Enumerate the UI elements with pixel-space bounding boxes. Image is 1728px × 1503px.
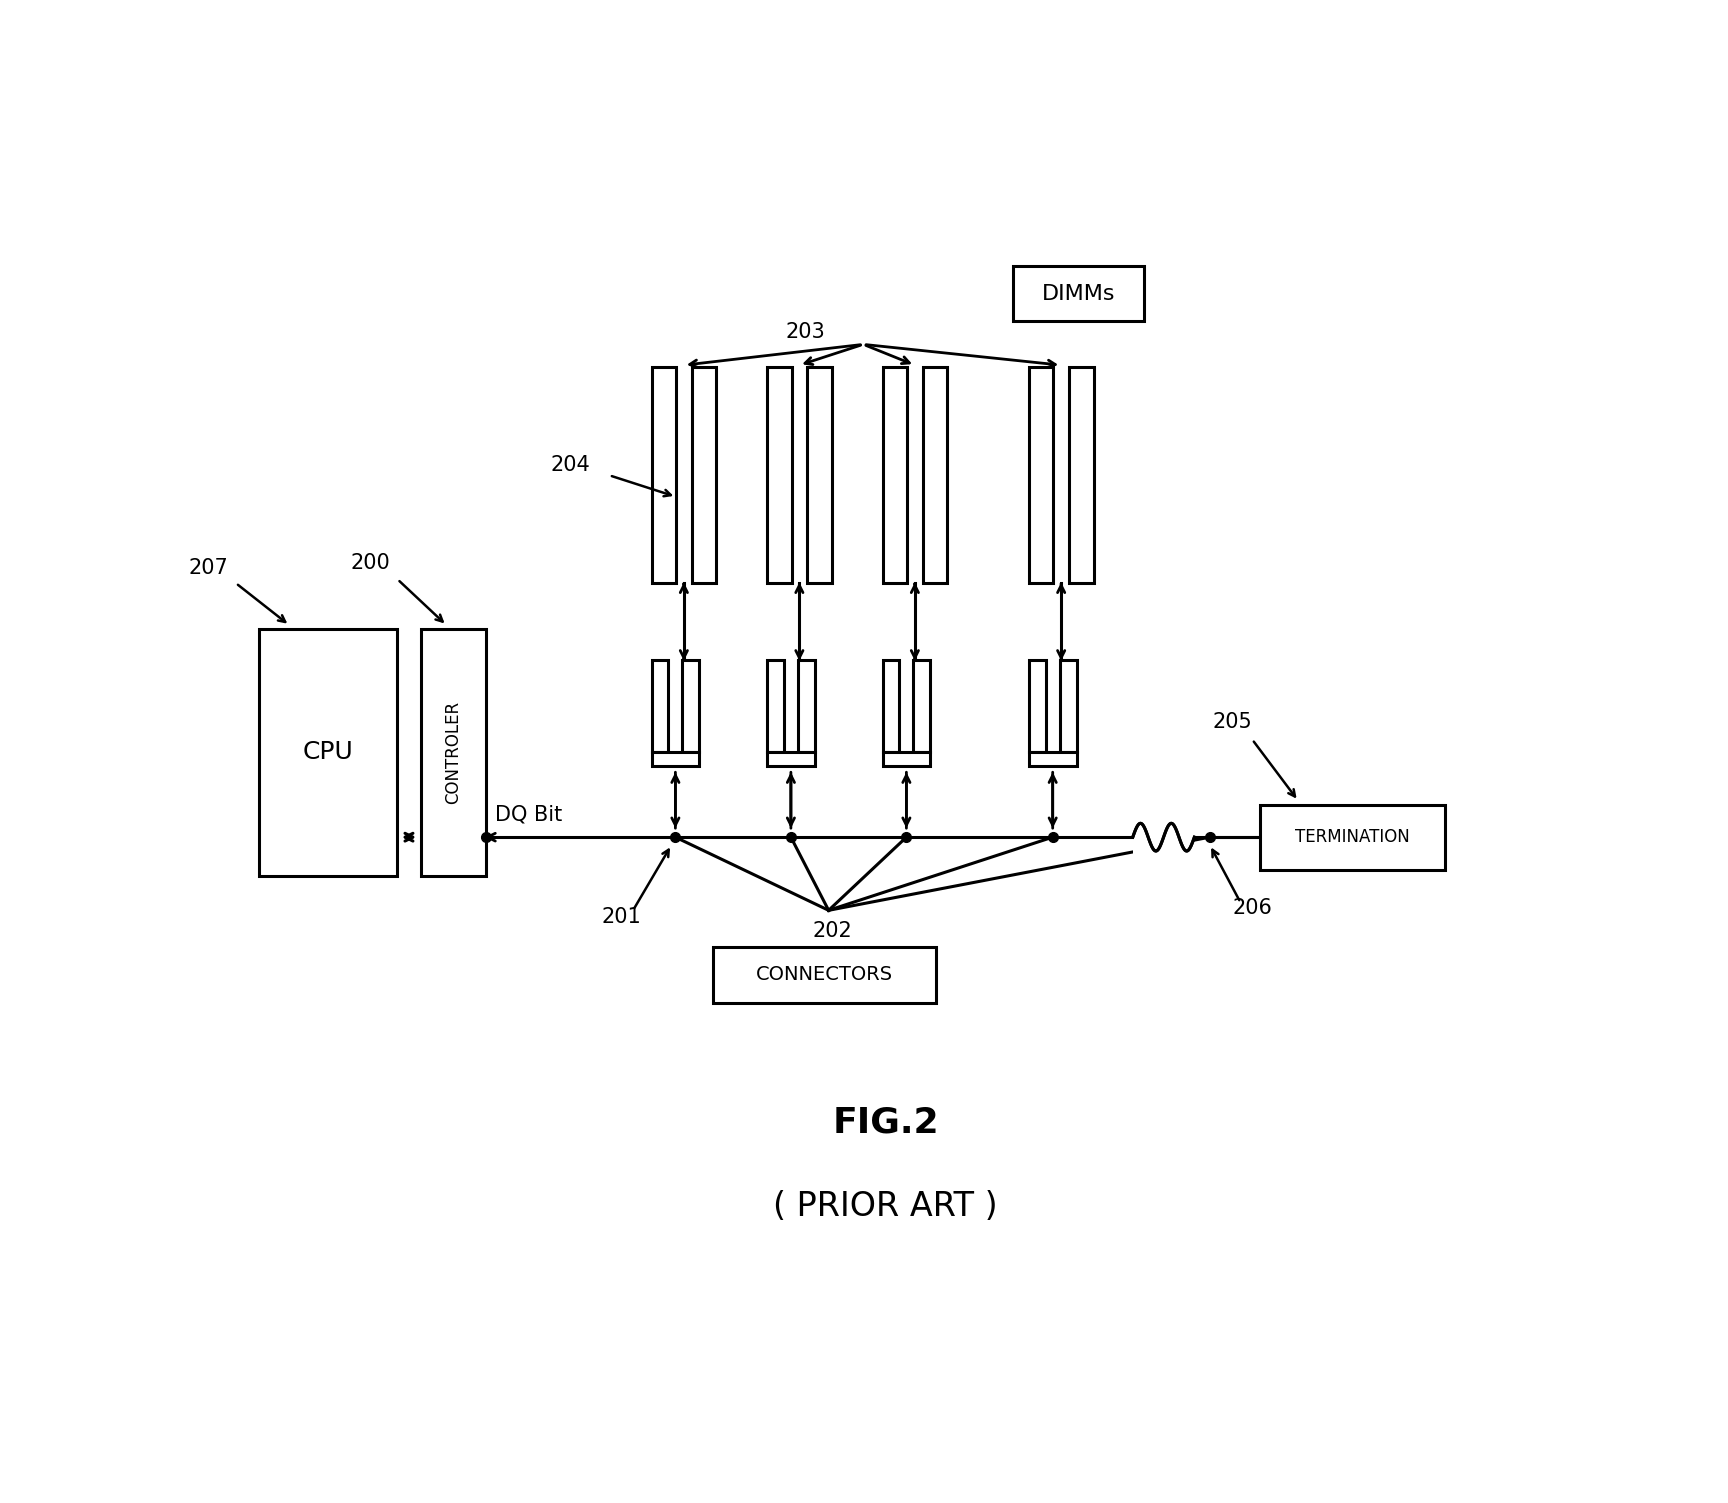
Bar	[1028, 753, 1077, 767]
Bar	[1033, 663, 1042, 748]
Bar	[888, 377, 902, 574]
Bar	[1028, 367, 1054, 583]
Bar	[1059, 660, 1077, 753]
Bar	[1075, 377, 1089, 574]
Bar	[886, 663, 895, 748]
Bar	[651, 753, 700, 767]
Bar	[771, 663, 779, 748]
Bar	[1013, 266, 1144, 322]
Bar	[883, 367, 907, 583]
Bar	[657, 377, 670, 574]
Text: 202: 202	[812, 921, 852, 941]
Bar	[696, 377, 710, 574]
Bar	[918, 663, 926, 748]
Bar	[1063, 663, 1073, 748]
Bar	[883, 753, 930, 767]
Bar	[259, 630, 397, 876]
Bar	[683, 660, 700, 753]
Text: ( PRIOR ART ): ( PRIOR ART )	[774, 1190, 997, 1223]
Bar	[1260, 804, 1445, 870]
Bar	[1028, 660, 1045, 753]
Bar	[767, 660, 785, 753]
Text: FIG.2: FIG.2	[833, 1105, 938, 1139]
Bar	[1134, 821, 1194, 854]
Text: DQ Bit: DQ Bit	[496, 804, 562, 824]
Text: CONNECTORS: CONNECTORS	[757, 965, 893, 984]
Bar	[772, 377, 786, 574]
Bar	[1070, 367, 1094, 583]
Text: 201: 201	[601, 908, 641, 927]
Bar	[914, 660, 930, 753]
Bar	[420, 630, 486, 876]
Bar	[767, 753, 816, 767]
Bar	[802, 663, 810, 748]
Text: 200: 200	[351, 553, 391, 573]
Text: CONTROLER: CONTROLER	[444, 700, 463, 804]
Text: 204: 204	[551, 455, 591, 475]
Bar	[1035, 377, 1049, 574]
Bar	[767, 367, 791, 583]
Text: TERMINATION: TERMINATION	[1294, 828, 1410, 846]
Text: 203: 203	[785, 322, 824, 343]
Bar	[883, 660, 900, 753]
Bar	[686, 663, 695, 748]
Text: CPU: CPU	[302, 741, 354, 765]
Bar	[923, 367, 947, 583]
Bar	[691, 367, 715, 583]
Bar	[807, 367, 831, 583]
Text: DIMMs: DIMMs	[1042, 284, 1116, 304]
Text: 205: 205	[1213, 712, 1253, 732]
Bar	[651, 660, 669, 753]
Bar	[798, 660, 816, 753]
Text: 206: 206	[1232, 899, 1272, 918]
Bar	[714, 947, 937, 1003]
Bar	[812, 377, 826, 574]
Bar	[655, 663, 665, 748]
Bar	[651, 367, 676, 583]
Text: 207: 207	[188, 558, 228, 577]
Bar	[928, 377, 942, 574]
